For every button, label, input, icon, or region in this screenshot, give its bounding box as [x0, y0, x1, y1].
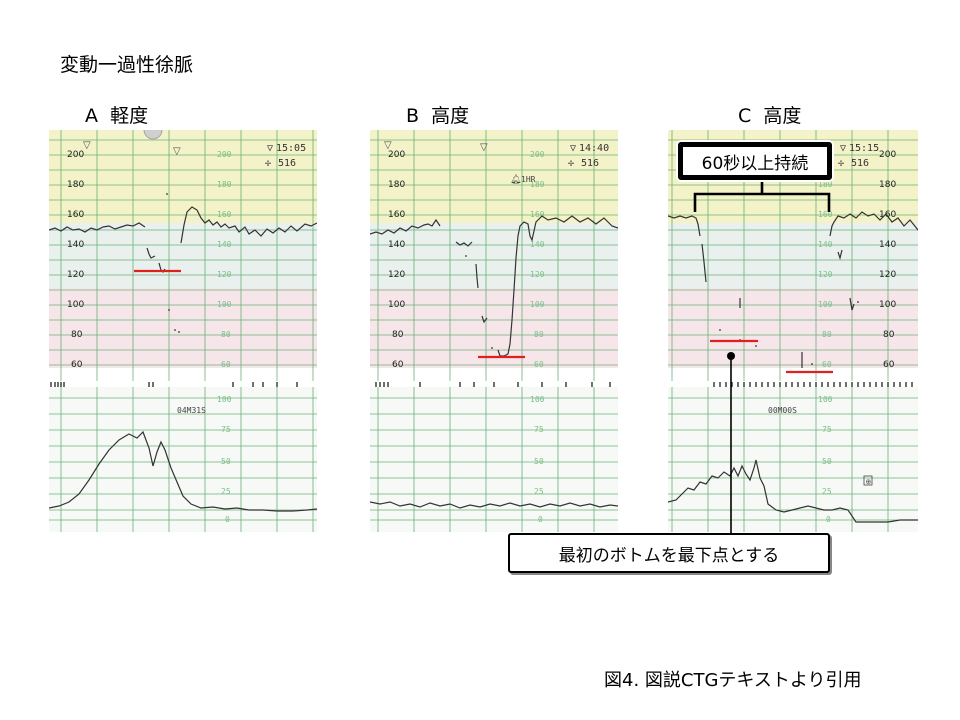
- fhr-tick: 100: [879, 300, 896, 310]
- fhr-tick: 140: [879, 240, 896, 250]
- clock-readout: 15:15: [849, 143, 879, 154]
- fhr-tick: 120: [879, 270, 896, 280]
- svg-text:160: 160: [818, 210, 833, 219]
- panel-b-label: B 高度: [406, 105, 470, 127]
- fhr-tick: 160: [67, 210, 84, 220]
- svg-text:120: 120: [818, 270, 833, 279]
- fhr-tick: 180: [879, 180, 896, 190]
- strip-center-label: 04M31S: [177, 406, 206, 415]
- uc-tick: 75: [221, 425, 231, 434]
- uc-tick: 25: [534, 487, 544, 496]
- page-title: 変動一過性徐脈: [60, 54, 194, 76]
- svg-text:✢: ✢: [568, 158, 574, 169]
- uc-tick: 25: [822, 487, 832, 496]
- fhr-tick: 140: [388, 240, 405, 250]
- svg-text:140: 140: [818, 240, 833, 249]
- svg-text:200: 200: [217, 150, 232, 159]
- fhr-tick: 80: [392, 330, 404, 340]
- svg-text:200: 200: [530, 150, 545, 159]
- marker-readout: 516: [278, 158, 296, 169]
- fhr-tick: 200: [879, 150, 896, 160]
- fhr-tick: 120: [67, 270, 84, 280]
- clock-readout: 14:40: [579, 143, 609, 154]
- svg-text:160: 160: [217, 210, 232, 219]
- fhr-tick: 160: [879, 210, 896, 220]
- figure-caption: 図4. 図説CTGテキストより引用: [604, 670, 862, 691]
- uc-tick: 100: [818, 395, 833, 404]
- svg-text:80: 80: [221, 330, 231, 339]
- fhr-tick: 60: [71, 360, 83, 370]
- uc-tick: 0: [538, 515, 543, 524]
- uc-tick: 100: [217, 395, 232, 404]
- svg-text:60: 60: [534, 360, 544, 369]
- svg-text:⊕: ⊕: [866, 478, 872, 486]
- svg-text:60: 60: [822, 360, 832, 369]
- svg-text:▽: ▽: [480, 142, 488, 153]
- fhr-tick: 120: [388, 270, 405, 280]
- fhr-tick: 180: [388, 180, 405, 190]
- svg-text:✢: ✢: [838, 158, 844, 169]
- svg-text:▽: ▽: [267, 143, 273, 154]
- svg-text:✢: ✢: [265, 158, 271, 169]
- fhr-tick: 100: [67, 300, 84, 310]
- fhr-tick: 60: [883, 360, 895, 370]
- svg-text:180: 180: [818, 180, 833, 189]
- svg-text:🔔︎: 🔔︎: [510, 174, 521, 185]
- svg-text:100: 100: [217, 300, 232, 309]
- uc-tick: 0: [826, 515, 831, 524]
- fhr-tick: 200: [388, 150, 405, 160]
- bottom-callout: 最初のボトムを最下点とする: [508, 533, 830, 573]
- fhr-tick: 160: [388, 210, 405, 220]
- uc-tick: 50: [822, 457, 832, 466]
- svg-text:100: 100: [530, 300, 545, 309]
- uc-tick: 75: [822, 425, 832, 434]
- uc-tick: 50: [221, 457, 231, 466]
- fhr-tick: 80: [883, 330, 895, 340]
- uc-tick: 75: [534, 425, 544, 434]
- fhr-tick: 100: [388, 300, 405, 310]
- duration-callout: 60秒以上持続: [678, 142, 832, 180]
- svg-text:80: 80: [822, 330, 832, 339]
- marker-readout: 516: [851, 158, 869, 169]
- panel-a-label: A 軽度: [85, 105, 149, 127]
- svg-text:140: 140: [217, 240, 232, 249]
- svg-text:80: 80: [534, 330, 544, 339]
- strip-center-label: 00M00S: [768, 406, 797, 415]
- svg-text:100: 100: [818, 300, 833, 309]
- svg-text:120: 120: [530, 270, 545, 279]
- marker-readout: 516: [581, 158, 599, 169]
- uc-tick: 50: [534, 457, 544, 466]
- duration-bracket: [693, 192, 831, 212]
- uc-tick: 25: [221, 487, 231, 496]
- uc-tick: 100: [530, 395, 545, 404]
- uc-tick: 0: [225, 515, 230, 524]
- svg-text:▽: ▽: [83, 140, 91, 151]
- strip-center-label: 1HR: [521, 175, 536, 184]
- svg-text:160: 160: [530, 210, 545, 219]
- fhr-tick: 60: [392, 360, 404, 370]
- svg-text:140: 140: [530, 240, 545, 249]
- ctg-strip-a: 200 180 160 140 120 100 80 60 200 180 160 …: [49, 130, 317, 532]
- svg-text:180: 180: [530, 180, 545, 189]
- svg-text:180: 180: [217, 180, 232, 189]
- fhr-tick: 80: [71, 330, 83, 340]
- svg-text:▽: ▽: [173, 146, 181, 157]
- fhr-tick: 180: [67, 180, 84, 190]
- svg-text:▽: ▽: [384, 140, 392, 151]
- clock-readout: 15:05: [276, 143, 306, 154]
- svg-text:60: 60: [221, 360, 231, 369]
- ctg-strip-b: 200 180 160 140 120 100 80 60 200 180 160 …: [370, 130, 618, 532]
- svg-text:120: 120: [217, 270, 232, 279]
- svg-text:▽: ▽: [840, 143, 846, 154]
- svg-text:▽: ▽: [570, 143, 576, 154]
- fhr-tick: 140: [67, 240, 84, 250]
- fhr-tick: 200: [67, 150, 84, 160]
- panel-c-label: C 高度: [738, 105, 802, 127]
